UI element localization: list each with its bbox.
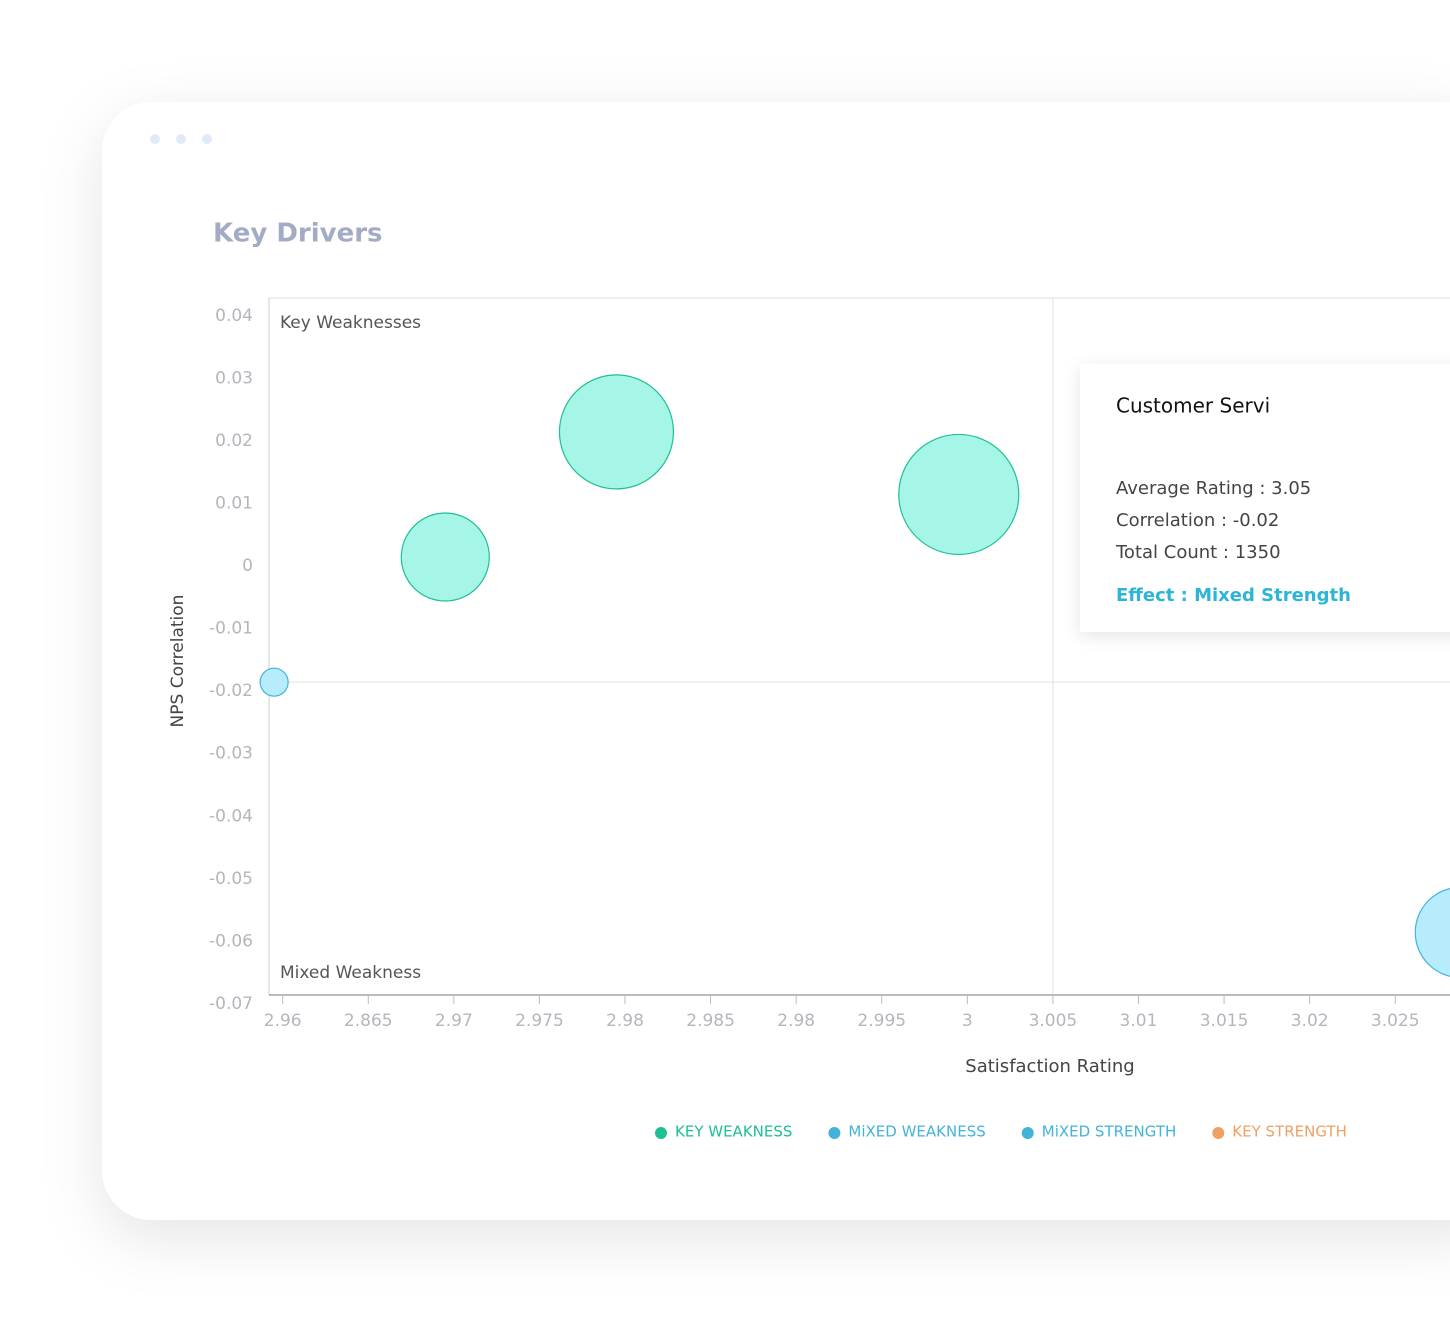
x-tick-label: 2.975 xyxy=(515,1011,564,1031)
legend-dot xyxy=(655,1127,667,1139)
window-dot xyxy=(202,134,212,144)
y-tick-label: -0.06 xyxy=(209,931,253,951)
legend-label: KEY STRENGTH xyxy=(1232,1123,1347,1141)
plot: 0.04 0.03 0.02 0.01 0 -0.01 -0.02 -0.03 -0.04 -0.… xyxy=(209,297,1450,1031)
y-tick-label: -0.05 xyxy=(209,869,253,889)
x-tick-label: 3.005 xyxy=(1029,1011,1078,1031)
legend-dot xyxy=(1021,1127,1034,1139)
y-tick-label: -0.03 xyxy=(209,744,253,764)
quadrant-label: Key Weaknesses xyxy=(280,313,421,333)
window-dots xyxy=(150,134,212,144)
bubble xyxy=(1414,888,1450,977)
x-tick-label: 2.985 xyxy=(686,1011,735,1031)
bubble xyxy=(558,374,675,490)
x-tick-label: 2.995 xyxy=(857,1011,906,1031)
legend-label: MiXED WEAKNESS xyxy=(848,1123,985,1141)
tooltip-title: Customer Servi xyxy=(1116,394,1270,418)
y-tick-label: -0.07 xyxy=(209,994,253,1014)
x-tick-label: 3.01 xyxy=(1120,1011,1158,1031)
tooltip-effect: Effect : Mixed Strength xyxy=(1116,585,1351,606)
legend-label: MiXED STRENGTH xyxy=(1042,1123,1177,1141)
legend-dot xyxy=(1212,1127,1225,1139)
x-tick-label: 2.96 xyxy=(264,1011,302,1031)
y-tick-label: -0.04 xyxy=(209,806,253,826)
bubble xyxy=(898,433,1020,556)
y-axis-label: NPS Correlation xyxy=(168,595,188,728)
legend-dot xyxy=(828,1127,841,1139)
tooltip-box xyxy=(1080,364,1450,632)
x-tick-label: 3 xyxy=(962,1011,973,1031)
x-axis-label: Satisfaction Rating xyxy=(965,1056,1134,1077)
x-tick-label: 2.97 xyxy=(435,1011,473,1031)
x-tick-label: 3.025 xyxy=(1371,1011,1420,1031)
quadrant-label: Mixed Weakness xyxy=(280,963,421,983)
x-tick-label: 2.98 xyxy=(777,1011,815,1031)
y-tick-label: 0.04 xyxy=(215,306,253,326)
tooltip-line: Average Rating : 3.05 xyxy=(1116,478,1311,499)
bubble xyxy=(259,667,289,697)
tooltip: Customer Servi Average Rating : 3.05 Cor… xyxy=(1080,364,1450,632)
legend-label: KEY WEAKNESS xyxy=(675,1123,792,1141)
window-dot xyxy=(150,134,160,144)
y-tick-label: -0.02 xyxy=(209,681,253,701)
legend: KEY WEAKNESS MiXED WEAKNESS MiXED STRENGTH… xyxy=(655,1123,1347,1141)
x-tick-label: 2.98 xyxy=(606,1011,644,1031)
y-tick-label: 0.02 xyxy=(215,431,253,451)
card xyxy=(102,102,1450,1220)
y-tick-label: 0 xyxy=(242,556,253,576)
y-tick-label: 0.01 xyxy=(215,493,253,513)
y-tick-label: 0.03 xyxy=(215,368,253,388)
tooltip-line: Total Count : 1350 xyxy=(1115,542,1281,563)
x-tick-label: 2.865 xyxy=(344,1011,393,1031)
bubble xyxy=(400,512,490,602)
tooltip-line: Correlation : -0.02 xyxy=(1116,510,1279,531)
x-tick-label: 3.015 xyxy=(1200,1011,1249,1031)
y-tick-label: -0.01 xyxy=(209,619,253,639)
chart-title: Key Drivers xyxy=(213,219,383,249)
x-tick-label: 3.02 xyxy=(1291,1011,1329,1031)
window-dot xyxy=(176,134,186,144)
